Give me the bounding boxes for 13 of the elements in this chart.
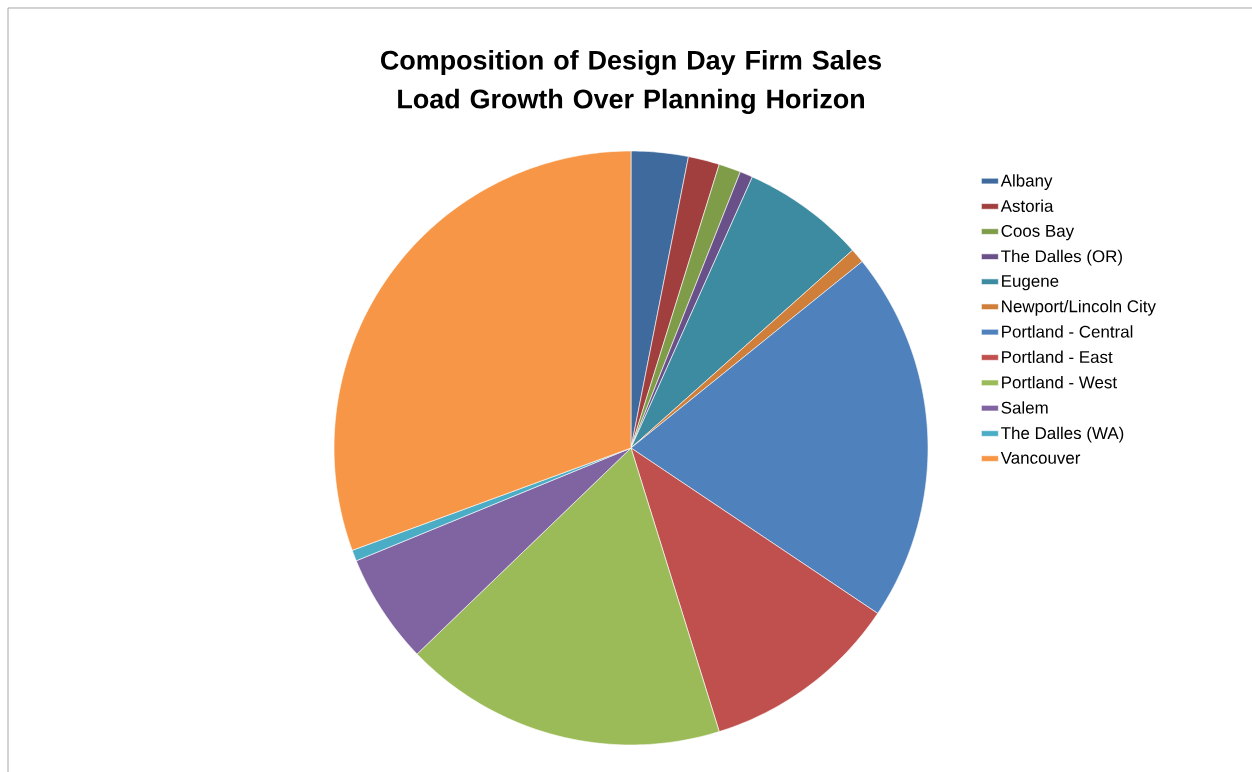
chart-title: Composition of Design Day Firm Sales Load Growth Over Planning Horizon (381, 49, 881, 115)
legend-label: Portland - East (1002, 350, 1113, 364)
legend-label: Newport/Lincoln City (1002, 299, 1156, 316)
legend-label: Coos Bay (1001, 224, 1075, 241)
legend-label: The Dalles (WA) (1001, 426, 1124, 443)
legend-label: Portland - West (1002, 375, 1117, 389)
legend-label: Eugene (1002, 275, 1059, 291)
legend-label: Portland - Central (1002, 325, 1133, 338)
legend-label: The Dalles (OR) (1001, 249, 1122, 266)
legend-label: Salem (1001, 401, 1048, 414)
legend-label: Vancouver (1000, 451, 1081, 464)
legend-label: Albany (1000, 174, 1053, 190)
legend-label: Astoria (1000, 199, 1054, 212)
